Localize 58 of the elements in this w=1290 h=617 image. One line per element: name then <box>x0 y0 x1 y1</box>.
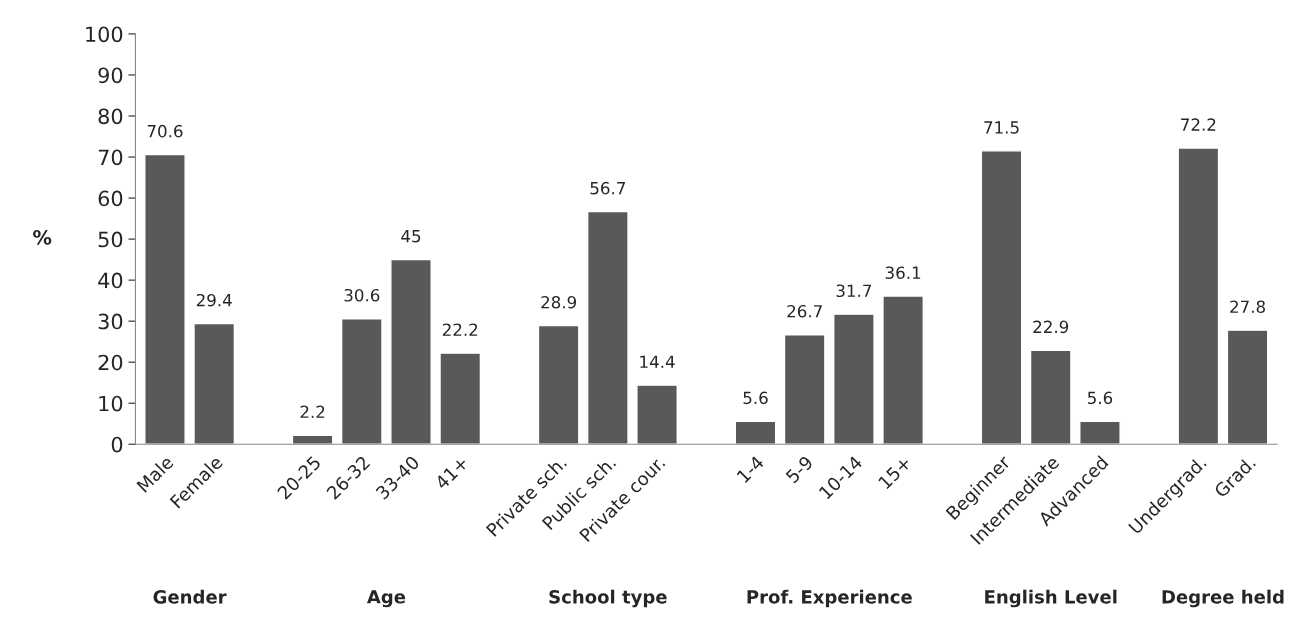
bar <box>783 333 826 445</box>
text: Gender <box>153 589 227 604</box>
data-label: 71.5 <box>984 121 1019 134</box>
data-label: 5.6 <box>743 391 768 405</box>
bar <box>1226 329 1269 445</box>
y-tick-label: 20 <box>98 354 123 371</box>
y-tick-label: 50 <box>98 231 123 248</box>
bar <box>980 150 1023 445</box>
y-tick-label: 40 <box>98 272 123 289</box>
text: Age <box>366 590 406 608</box>
x-tick-label: 41+ <box>434 455 469 490</box>
y-tick-label: 60 <box>98 190 123 207</box>
data-label: 27.8 <box>1230 300 1265 314</box>
bar <box>390 258 432 445</box>
data-label: 2.2 <box>300 405 325 418</box>
data-label: 5.6 <box>1087 391 1113 405</box>
text: Prof. Experience <box>747 589 912 608</box>
bar <box>1029 349 1072 445</box>
bar <box>291 434 334 445</box>
data-label: 31.7 <box>836 284 872 298</box>
bar <box>586 210 629 445</box>
text: English Level <box>985 589 1117 608</box>
x-tick-label: 15+ <box>877 455 912 490</box>
data-label: 45 <box>401 230 421 243</box>
y-tick-label: 90 <box>98 67 123 84</box>
bar <box>1079 420 1121 445</box>
data-label: 30.6 <box>344 288 380 302</box>
y-axis-title: % <box>33 230 52 245</box>
y-tick-label: 70 <box>98 149 123 166</box>
data-label: 56.7 <box>590 181 625 195</box>
data-label: 22.9 <box>1033 320 1069 334</box>
y-tick-label: 10 <box>99 395 123 412</box>
text: Degree held <box>1162 589 1284 608</box>
bar <box>636 384 678 445</box>
data-label: 28.9 <box>541 295 577 309</box>
x-tick-label: 1-4 <box>736 455 765 484</box>
bar <box>882 295 924 445</box>
data-label: 29.4 <box>196 293 232 307</box>
data-label: 36.1 <box>885 266 921 279</box>
bar <box>193 322 236 445</box>
bar <box>1177 147 1220 445</box>
data-label: 70.6 <box>147 124 183 138</box>
data-label: 26.7 <box>787 304 822 318</box>
y-tick-label: 100 <box>86 26 123 43</box>
data-label: 14.4 <box>640 355 675 368</box>
data-label: 22.2 <box>442 323 478 336</box>
bar <box>833 313 875 445</box>
x-tick-label: 5-9 <box>785 455 814 484</box>
y-tick-label: 30 <box>98 313 123 330</box>
y-tick-label: 0 <box>111 436 123 453</box>
text: School type <box>549 589 667 608</box>
bar <box>537 324 580 445</box>
bar <box>439 352 482 445</box>
bar <box>734 420 777 445</box>
data-label: 72.2 <box>1181 118 1216 131</box>
bar <box>340 317 383 445</box>
y-tick-label: 80 <box>98 108 123 125</box>
bar <box>144 153 186 445</box>
